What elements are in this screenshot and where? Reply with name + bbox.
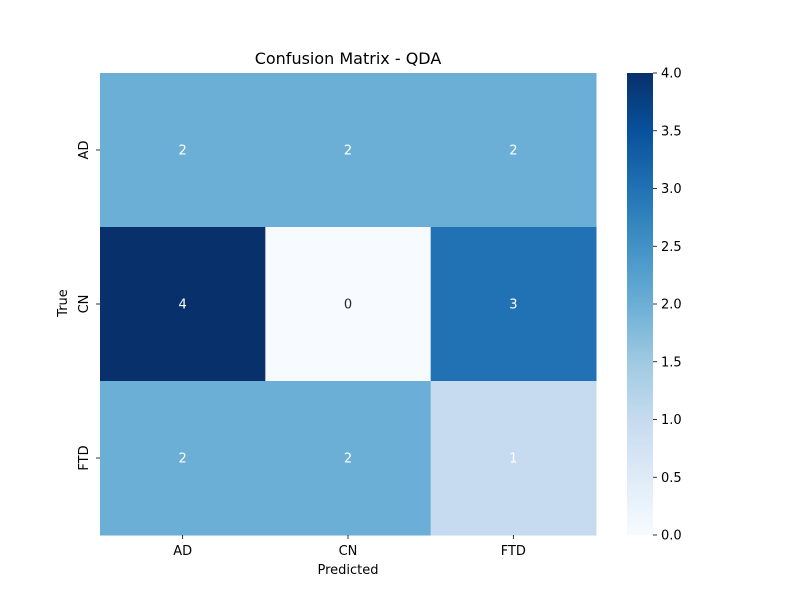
- heatmap-cell: [100, 381, 266, 536]
- heatmap-cell: [100, 73, 266, 228]
- colorbar-tick-label: 3.0: [661, 182, 682, 197]
- x-tick-label: CN: [339, 544, 358, 559]
- cell-value-label: 4: [179, 298, 187, 313]
- heatmap-cells: [100, 73, 597, 536]
- colorbar-tick-label: 1.5: [661, 355, 682, 370]
- cell-value-label: 3: [509, 298, 517, 313]
- y-axis-label: True: [56, 289, 71, 318]
- heatmap-cell: [100, 227, 266, 382]
- x-tick-label: AD: [173, 544, 192, 559]
- cell-value-label: 2: [344, 144, 352, 159]
- cell-value-label: 1: [509, 452, 517, 467]
- y-tick-label: AD: [77, 141, 92, 160]
- cell-value-label: 2: [179, 452, 187, 467]
- x-axis-label: Predicted: [317, 563, 378, 578]
- colorbar-tick-label: 2.5: [661, 240, 682, 255]
- colorbar-ticks: 0.0 0.5 1.0 1.5 2.0 2.5 3.0 3.5 4.0: [653, 67, 682, 544]
- colorbar-tick-label: 0.5: [661, 471, 682, 486]
- colorbar-tick-label: 1.0: [661, 413, 682, 428]
- colorbar: [627, 73, 653, 535]
- y-tick-label: CN: [77, 295, 92, 314]
- x-axis-ticks: AD CN FTD: [173, 535, 526, 559]
- heatmap-cell: [430, 73, 597, 228]
- chart-title: Confusion Matrix - QDA: [255, 49, 442, 68]
- x-tick-label: FTD: [501, 544, 526, 559]
- colorbar-tick-label: 3.5: [661, 124, 682, 139]
- heatmap-cell: [265, 381, 432, 536]
- colorbar-tick-label: 0.0: [661, 529, 682, 544]
- cell-annotations: 2 2 2 4 0 3 2 2 1: [179, 144, 518, 467]
- heatmap-cell: [265, 73, 432, 228]
- cell-value-label: 2: [179, 144, 187, 159]
- cell-value-label: 2: [344, 452, 352, 467]
- heatmap-cell: [265, 227, 432, 382]
- colorbar-tick-label: 4.0: [661, 67, 682, 82]
- y-tick-label: FTD: [77, 445, 92, 470]
- heatmap-cell: [430, 381, 597, 536]
- heatmap-cell: [430, 227, 597, 382]
- cell-value-label: 0: [344, 298, 352, 313]
- y-axis-ticks: AD CN FTD: [77, 141, 100, 471]
- colorbar-tick-label: 2.0: [661, 298, 682, 313]
- cell-value-label: 2: [509, 144, 517, 159]
